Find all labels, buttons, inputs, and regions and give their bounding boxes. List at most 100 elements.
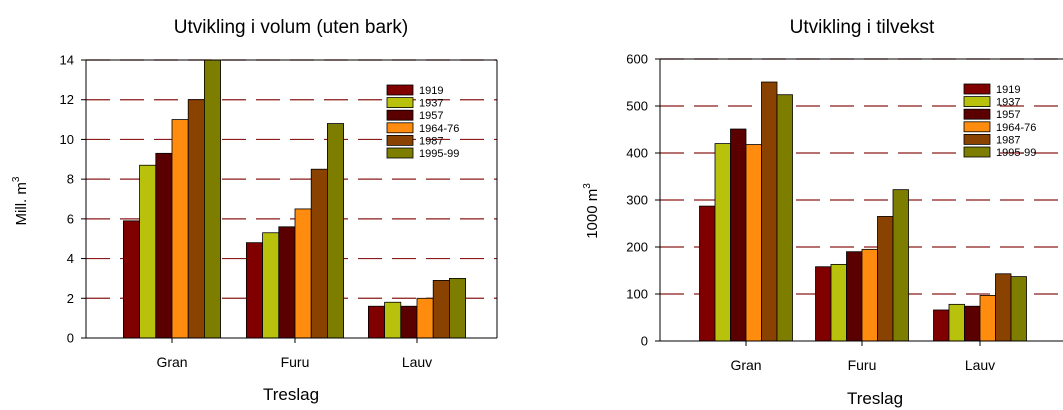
bar — [815, 266, 832, 342]
bar — [187, 99, 205, 339]
y-tick-label: 500 — [626, 99, 648, 114]
legend-label: 1964-76 — [419, 123, 459, 135]
legend-swatch — [386, 109, 414, 121]
bar — [776, 94, 793, 342]
y-tick-label: 400 — [626, 146, 648, 161]
bar — [416, 297, 434, 339]
bar — [948, 303, 965, 342]
y-axis-title-text: 1000 m — [584, 189, 601, 239]
y-tick-labels: 0 2 4 6 8 10 12 14 — [60, 53, 86, 346]
legend-swatch — [386, 122, 414, 134]
x-axis-title: Treslag — [263, 385, 319, 404]
bar — [830, 263, 847, 342]
legend-swatch — [963, 108, 991, 120]
y-tick-label: 10 — [60, 132, 74, 147]
bar — [846, 251, 863, 342]
bar — [123, 220, 141, 339]
bar — [139, 164, 157, 339]
chart-title: Utvikling i tilvekst — [790, 17, 935, 38]
legend-label: 1937 — [419, 98, 443, 110]
x-category-label: Lauv — [402, 354, 432, 370]
bar — [933, 309, 950, 342]
bar — [877, 216, 894, 342]
bar — [730, 128, 747, 342]
legend-label: 1937 — [996, 97, 1020, 109]
y-tick-label: 6 — [67, 211, 74, 226]
legend-swatch — [963, 83, 991, 95]
y-tick-label: 0 — [641, 334, 648, 349]
bar — [400, 305, 418, 339]
bar — [714, 143, 731, 342]
legend-label: 1995-99 — [419, 148, 459, 160]
x-category-label: Gran — [156, 354, 187, 370]
volume-chart: Utvikling i volum (uten bark) 0 2 4 6 8 10 12 1… — [11, 17, 498, 404]
y-axis-title: 1000 m3 — [582, 183, 601, 239]
legend-swatch — [386, 134, 414, 146]
legend-swatch — [386, 84, 414, 96]
bar — [262, 232, 280, 339]
bar — [699, 205, 716, 342]
legend-label: 1987 — [419, 135, 443, 147]
y-tick-label: 300 — [626, 193, 648, 208]
legend-label: 1957 — [996, 109, 1020, 121]
y-tick-label: 200 — [626, 240, 648, 255]
y-axis-title-sup: 3 — [582, 183, 593, 189]
bar — [1010, 276, 1027, 342]
y-axis-title-sup: 3 — [11, 176, 22, 182]
legend-swatch — [386, 147, 414, 159]
bar — [171, 119, 189, 339]
y-tick-label: 0 — [67, 331, 74, 346]
bar — [448, 278, 466, 339]
legend-label: 1919 — [996, 84, 1020, 96]
x-category-label: Gran — [730, 357, 761, 373]
y-tick-label: 14 — [60, 53, 74, 68]
y-tick-label: 600 — [626, 52, 648, 67]
bar — [203, 59, 221, 339]
bar — [995, 273, 1012, 342]
bar — [964, 305, 981, 342]
bar — [384, 301, 402, 339]
legend-swatch — [963, 146, 991, 158]
increment-chart: Utvikling i tilvekst 0 100 200 300 400 500 600… — [582, 17, 1063, 408]
y-axis-title: Mill. m3 — [11, 176, 30, 225]
x-category-label: Furu — [848, 357, 877, 373]
y-tick-label: 100 — [626, 287, 648, 302]
legend-swatch — [963, 96, 991, 107]
x-axis-title: Treslag — [847, 389, 903, 408]
bar — [155, 152, 173, 339]
bar — [892, 189, 909, 342]
legend-swatch — [963, 133, 991, 145]
x-category-labels: Gran Furu Lauv — [730, 341, 995, 373]
y-tick-label: 8 — [67, 172, 74, 187]
bar — [294, 208, 312, 339]
legend-swatch — [963, 121, 991, 133]
bars — [123, 59, 466, 339]
bar — [245, 242, 263, 339]
chart-title: Utvikling i volum (uten bark) — [174, 17, 408, 38]
y-tick-label: 2 — [67, 291, 74, 306]
legend-label: 1919 — [419, 85, 443, 97]
legend-label: 1964-76 — [996, 122, 1036, 134]
legend-label: 1995-99 — [996, 147, 1036, 159]
axes — [85, 59, 498, 339]
bar — [761, 81, 778, 342]
bar — [745, 144, 762, 342]
bar — [310, 168, 328, 339]
x-category-label: Furu — [281, 354, 310, 370]
y-tick-labels: 0 100 200 300 400 500 600 — [626, 52, 660, 349]
x-category-labels: Gran Furu Lauv — [156, 338, 432, 370]
bar — [979, 295, 996, 342]
bar — [278, 226, 296, 339]
bar — [432, 280, 450, 339]
y-axis-title-text: Mill. m — [13, 182, 30, 225]
y-tick-label: 12 — [60, 92, 74, 107]
bar — [367, 305, 385, 339]
bars — [699, 81, 1027, 342]
legend-label: 1957 — [419, 110, 443, 122]
legend-swatch — [386, 97, 414, 108]
x-category-label: Lauv — [965, 357, 995, 373]
legend-label: 1987 — [996, 134, 1020, 146]
